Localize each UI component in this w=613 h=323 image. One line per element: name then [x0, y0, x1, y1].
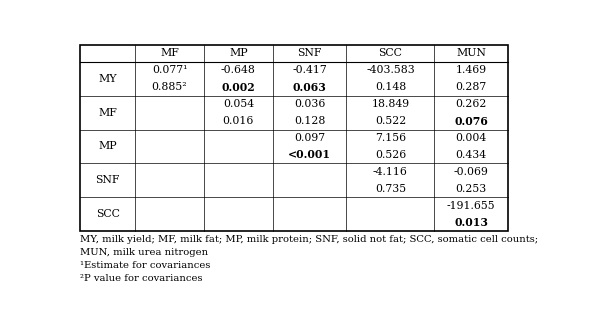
Text: SCC: SCC	[378, 48, 402, 58]
Text: 0.262: 0.262	[455, 99, 487, 109]
Text: 1.469: 1.469	[455, 65, 487, 75]
Text: MY: MY	[99, 74, 117, 84]
Text: 0.002: 0.002	[221, 82, 255, 93]
Text: 0.016: 0.016	[223, 116, 254, 126]
Text: 18.849: 18.849	[371, 99, 409, 109]
Text: 0.287: 0.287	[455, 82, 487, 92]
Text: MP: MP	[229, 48, 248, 58]
Text: 0.054: 0.054	[223, 99, 254, 109]
Text: MP: MP	[99, 141, 117, 151]
Text: 0.077¹: 0.077¹	[152, 65, 187, 75]
Text: 0.148: 0.148	[375, 82, 406, 92]
Text: -0.417: -0.417	[292, 65, 327, 75]
Text: -4.116: -4.116	[373, 167, 408, 177]
Text: 0.097: 0.097	[294, 133, 326, 143]
Text: SNF: SNF	[96, 175, 120, 185]
Bar	[80, 45, 508, 231]
Text: <0.001: <0.001	[288, 150, 331, 161]
Text: 0.735: 0.735	[375, 184, 406, 194]
Text: MF: MF	[160, 48, 179, 58]
Text: -191.655: -191.655	[447, 201, 495, 211]
Text: MY, milk yield; MF, milk fat; MP, milk protein; SNF, solid not fat; SCC, somatic: MY, milk yield; MF, milk fat; MP, milk p…	[80, 235, 539, 245]
Text: 0.434: 0.434	[455, 150, 487, 160]
Text: ¹Estimate for covariances: ¹Estimate for covariances	[80, 261, 211, 270]
Text: -403.583: -403.583	[366, 65, 415, 75]
Text: 0.036: 0.036	[294, 99, 326, 109]
Text: MUN, milk urea nitrogen: MUN, milk urea nitrogen	[80, 248, 208, 257]
Text: 7.156: 7.156	[375, 133, 406, 143]
Text: 0.526: 0.526	[375, 150, 406, 160]
Text: 0.253: 0.253	[455, 184, 487, 194]
Text: 0.522: 0.522	[375, 116, 406, 126]
Text: SCC: SCC	[96, 209, 120, 219]
Text: MF: MF	[98, 108, 117, 118]
Text: MUN: MUN	[456, 48, 486, 58]
Text: SNF: SNF	[297, 48, 322, 58]
Text: 0.063: 0.063	[293, 82, 327, 93]
Text: 0.013: 0.013	[454, 217, 488, 228]
Text: ²P value for covariances: ²P value for covariances	[80, 274, 203, 283]
Text: 0.885²: 0.885²	[151, 82, 188, 92]
Text: 0.004: 0.004	[455, 133, 487, 143]
Text: -0.648: -0.648	[221, 65, 256, 75]
Text: -0.069: -0.069	[454, 167, 489, 177]
Text: 0.128: 0.128	[294, 116, 326, 126]
Text: 0.076: 0.076	[454, 116, 488, 127]
